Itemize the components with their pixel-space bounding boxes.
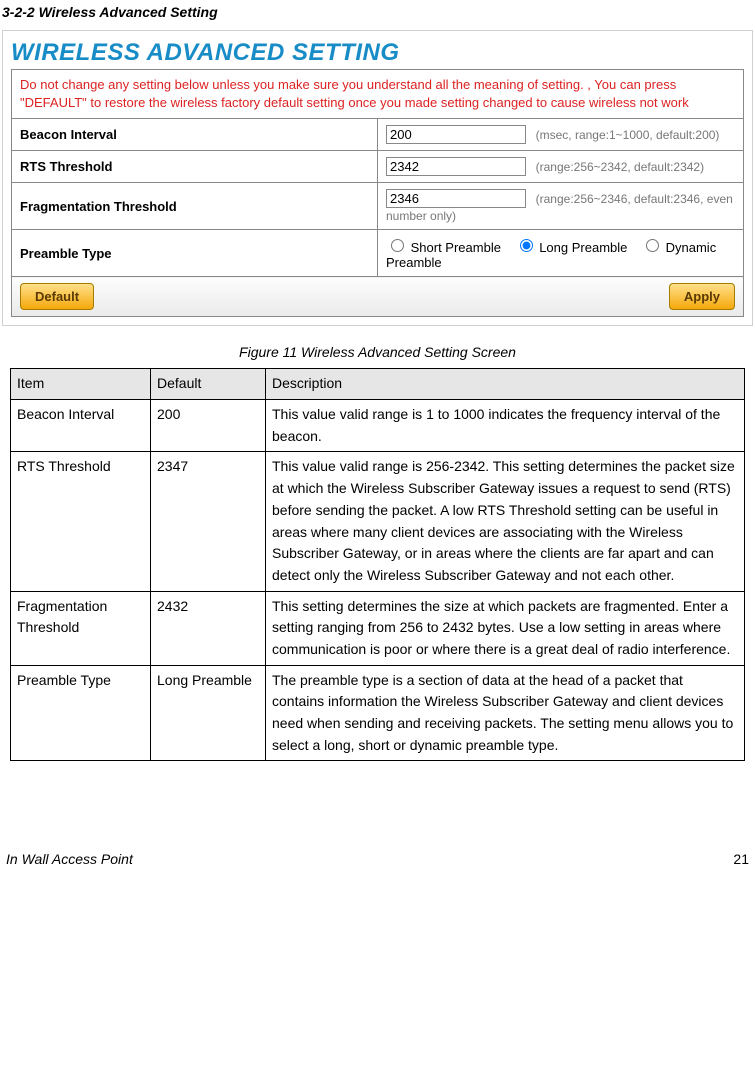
warning-text: Do not change any setting below unless y…	[12, 70, 744, 119]
cell-item: Beacon Interval	[11, 400, 151, 452]
radio-long[interactable]	[520, 239, 533, 252]
cell-desc: This value valid range is 256-2342. This…	[266, 452, 745, 591]
input-frag[interactable]	[386, 189, 526, 208]
apply-button[interactable]: Apply	[669, 283, 735, 310]
radio-text-long: Long Preamble	[539, 240, 627, 255]
cell-desc: The preamble type is a section of data a…	[266, 665, 745, 761]
radio-text-short: Short Preamble	[411, 240, 501, 255]
page-number: 21	[733, 851, 749, 867]
cell-item: RTS Threshold	[11, 452, 151, 591]
table-row: Beacon Interval 200 This value valid ran…	[11, 400, 745, 452]
row-rts: RTS Threshold (range:256~2342, default:2…	[12, 151, 744, 183]
panel-title: WIRELESS ADVANCED SETTING	[11, 39, 744, 69]
description-table: Item Default Description Beacon Interval…	[10, 368, 745, 761]
table-row: Fragmentation Threshold 2432 This settin…	[11, 591, 745, 665]
cell-default: Long Preamble	[151, 665, 266, 761]
cell-desc: This setting determines the size at whic…	[266, 591, 745, 665]
section-heading: 3-2-2 Wireless Advanced Setting	[0, 0, 755, 30]
figure-caption: Figure 11 Wireless Advanced Setting Scre…	[0, 344, 755, 360]
radio-dynamic[interactable]	[646, 239, 659, 252]
settings-table: Do not change any setting below unless y…	[11, 69, 744, 317]
row-preamble: Preamble Type Short Preamble Long Preamb…	[12, 230, 744, 277]
row-beacon: Beacon Interval (msec, range:1~1000, def…	[12, 119, 744, 151]
cell-default: 2432	[151, 591, 266, 665]
table-row: RTS Threshold 2347 This value valid rang…	[11, 452, 745, 591]
input-rts[interactable]	[386, 157, 526, 176]
input-beacon[interactable]	[386, 125, 526, 144]
row-frag: Fragmentation Threshold (range:256~2346,…	[12, 183, 744, 230]
th-default: Default	[151, 369, 266, 400]
radio-label-short[interactable]: Short Preamble	[386, 240, 505, 255]
th-item: Item	[11, 369, 151, 400]
cell-default: 200	[151, 400, 266, 452]
table-row: Preamble Type Long Preamble The preamble…	[11, 665, 745, 761]
label-frag: Fragmentation Threshold	[12, 183, 378, 230]
table-header-row: Item Default Description	[11, 369, 745, 400]
radio-label-long[interactable]: Long Preamble	[515, 240, 631, 255]
default-button[interactable]: Default	[20, 283, 94, 310]
label-beacon: Beacon Interval	[12, 119, 378, 151]
settings-panel: WIRELESS ADVANCED SETTING Do not change …	[2, 30, 753, 326]
footer: In Wall Access Point 21	[0, 851, 755, 873]
cell-item: Fragmentation Threshold	[11, 591, 151, 665]
cell-desc: This value valid range is 1 to 1000 indi…	[266, 400, 745, 452]
action-row: Default Apply	[12, 277, 744, 317]
th-description: Description	[266, 369, 745, 400]
label-preamble: Preamble Type	[12, 230, 378, 277]
radio-short[interactable]	[391, 239, 404, 252]
hint-rts: (range:256~2342, default:2342)	[536, 160, 704, 174]
footer-left: In Wall Access Point	[6, 851, 133, 867]
label-rts: RTS Threshold	[12, 151, 378, 183]
hint-beacon: (msec, range:1~1000, default:200)	[536, 128, 720, 142]
cell-default: 2347	[151, 452, 266, 591]
cell-item: Preamble Type	[11, 665, 151, 761]
